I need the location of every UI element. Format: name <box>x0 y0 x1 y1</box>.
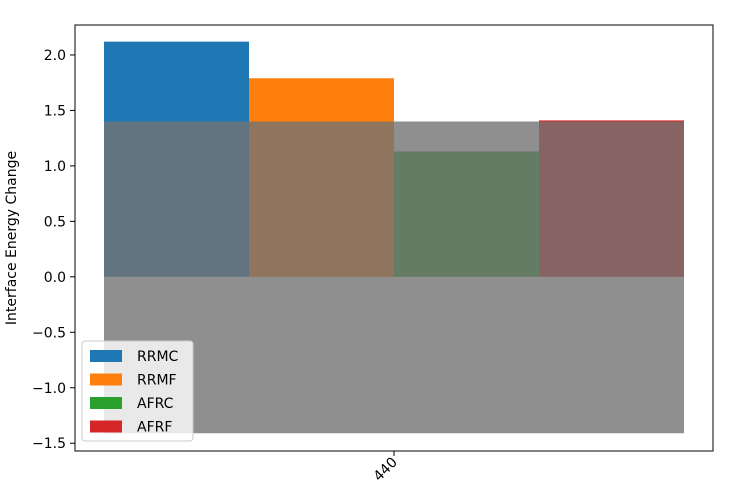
y-tick-label: 2.0 <box>44 48 66 64</box>
legend-swatch-afrf <box>90 420 122 433</box>
y-tick-label: 1.5 <box>44 103 66 119</box>
legend-label-rrmc: RRMC <box>137 349 179 365</box>
y-tick-label: −1.0 <box>32 381 66 397</box>
y-tick-label: −0.5 <box>32 325 66 341</box>
range-overlay <box>104 121 684 434</box>
legend-swatch-rrmf <box>90 373 122 386</box>
legend-swatch-afrc <box>90 397 122 409</box>
y-tick-label: −1.5 <box>32 436 66 452</box>
legend-label-rrmf: RRMF <box>137 373 177 389</box>
legend-swatch-rrmc <box>90 350 122 362</box>
y-tick-label: 0.0 <box>44 270 66 286</box>
legend: RRMC RRMF AFRC AFRF <box>81 340 194 442</box>
legend-label-afrc: AFRC <box>137 396 174 412</box>
legend-box <box>81 340 194 442</box>
y-tick-label: 0.5 <box>44 214 66 230</box>
y-axis-label: Interface Energy Change <box>4 151 20 325</box>
x-tick-label: 440 <box>371 455 401 485</box>
legend-label-afrf: AFRF <box>137 420 172 436</box>
y-tick-label: 1.0 <box>44 159 66 175</box>
plot-area: −1.5 −1.0 −0.5 0.0 0.5 1.0 1.5 2.0 440 <box>32 24 714 485</box>
